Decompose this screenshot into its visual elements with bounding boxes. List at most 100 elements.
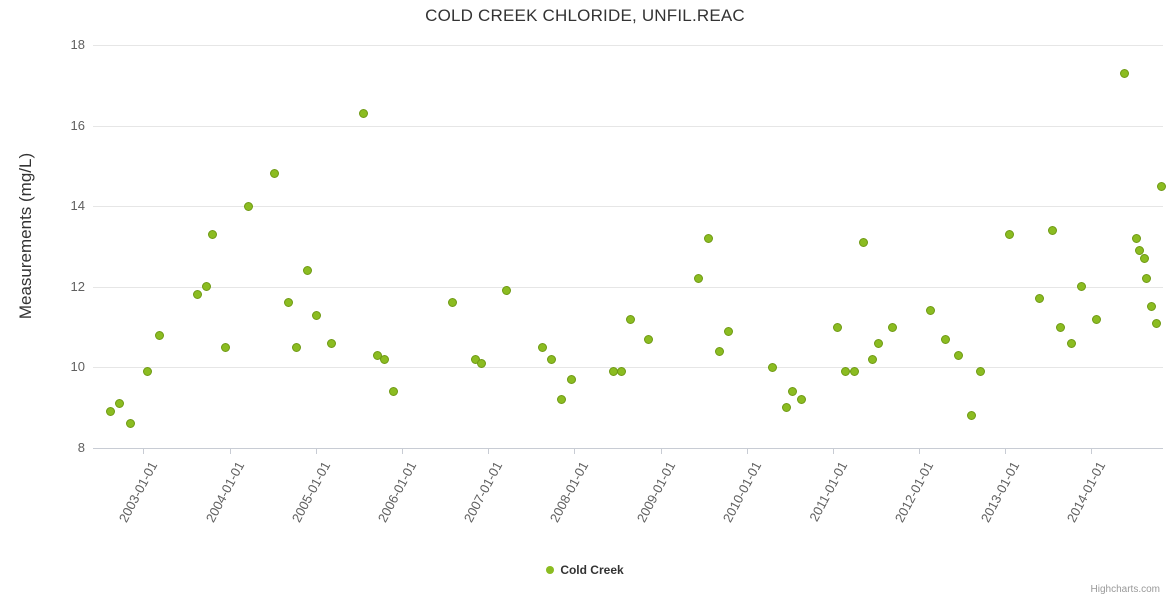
data-point[interactable] xyxy=(868,354,878,364)
data-point[interactable] xyxy=(1156,181,1166,191)
data-point[interactable] xyxy=(788,387,798,397)
x-tick-label: 2014-01-01 xyxy=(1064,459,1109,525)
data-point[interactable] xyxy=(976,366,986,376)
y-axis-title: Measurements (mg/L) xyxy=(16,152,35,320)
x-tick-label: 2010-01-01 xyxy=(719,459,764,525)
data-point[interactable] xyxy=(782,403,792,413)
data-point[interactable] xyxy=(538,342,548,352)
data-point[interactable] xyxy=(850,366,860,376)
x-tick-label: 2011-01-01 xyxy=(805,459,850,524)
data-point[interactable] xyxy=(1147,302,1157,312)
chart-title: COLD CREEK CHLORIDE, UNFIL.REAC xyxy=(425,6,745,25)
data-point[interactable] xyxy=(193,290,203,300)
y-axis-tick-labels: 18 16 14 12 10 8 xyxy=(35,37,85,455)
data-point[interactable] xyxy=(546,354,556,364)
data-point[interactable] xyxy=(874,338,884,348)
y-tick-label: 12 xyxy=(70,278,85,294)
data-point[interactable] xyxy=(327,338,337,348)
x-tick-mark xyxy=(488,448,490,454)
data-point[interactable] xyxy=(966,411,976,421)
data-point[interactable] xyxy=(887,322,897,332)
data-point[interactable] xyxy=(1005,229,1015,239)
x-axis-line xyxy=(93,448,1163,449)
legend-marker-icon xyxy=(546,566,555,574)
gridline xyxy=(93,286,1163,288)
x-tick-label: 2003-01-01 xyxy=(116,459,161,525)
data-point[interactable] xyxy=(941,334,951,344)
data-point[interactable] xyxy=(388,387,398,397)
data-point[interactable] xyxy=(312,310,322,320)
data-point[interactable] xyxy=(693,274,703,284)
x-tick-mark xyxy=(660,448,662,454)
gridline xyxy=(93,367,1163,369)
data-point[interactable] xyxy=(358,109,368,118)
data-point[interactable] xyxy=(832,322,842,332)
data-point[interactable] xyxy=(625,314,635,324)
y-tick-label: 14 xyxy=(70,198,85,214)
data-point[interactable] xyxy=(114,399,124,409)
data-point[interactable] xyxy=(1056,322,1066,332)
data-point[interactable] xyxy=(125,419,135,429)
data-point[interactable] xyxy=(143,366,153,376)
data-point[interactable] xyxy=(270,169,280,179)
data-point[interactable] xyxy=(380,354,390,364)
data-point[interactable] xyxy=(1140,254,1150,264)
x-tick-mark xyxy=(315,448,317,454)
x-tick-label: 2013-01-01 xyxy=(977,459,1023,525)
data-point[interactable] xyxy=(715,346,725,356)
data-point[interactable] xyxy=(953,350,963,360)
x-tick-label: 2007-01-01 xyxy=(460,459,506,525)
data-point[interactable] xyxy=(477,358,487,368)
y-tick-label: 10 xyxy=(70,359,85,375)
data-point[interactable] xyxy=(1142,274,1152,284)
data-point[interactable] xyxy=(1092,314,1102,324)
data-point[interactable] xyxy=(302,266,312,276)
data-point[interactable] xyxy=(557,395,567,405)
data-point[interactable] xyxy=(201,282,211,292)
data-point[interactable] xyxy=(926,306,936,316)
data-point[interactable] xyxy=(796,395,806,405)
x-tick-label: 2009-01-01 xyxy=(633,459,678,525)
data-point[interactable] xyxy=(207,229,217,239)
data-point[interactable] xyxy=(1034,294,1044,304)
data-point[interactable] xyxy=(566,374,576,384)
data-point[interactable] xyxy=(704,233,714,243)
data-point[interactable] xyxy=(723,326,733,336)
x-tick-mark xyxy=(832,448,834,454)
data-point[interactable] xyxy=(1047,225,1057,235)
y-tick-label: 16 xyxy=(70,117,85,133)
data-point[interactable] xyxy=(221,342,231,352)
data-point[interactable] xyxy=(243,201,253,211)
data-point[interactable] xyxy=(1131,233,1141,243)
data-point[interactable] xyxy=(1152,318,1162,328)
data-point[interactable] xyxy=(1067,338,1077,348)
gridline xyxy=(93,45,1163,46)
gridline xyxy=(93,125,1163,127)
data-point[interactable] xyxy=(283,298,293,308)
legend-item-cold-creek[interactable]: Cold Creek xyxy=(546,563,624,577)
data-point[interactable] xyxy=(106,407,116,417)
chart-legend: Cold Creek xyxy=(0,563,1170,577)
data-point[interactable] xyxy=(1076,282,1086,292)
gridline xyxy=(93,206,1163,208)
x-tick-mark xyxy=(143,448,145,454)
x-tick-label: 2012-01-01 xyxy=(891,459,937,525)
x-tick-mark xyxy=(402,448,404,454)
data-point[interactable] xyxy=(767,362,777,372)
x-tick-mark xyxy=(574,448,576,454)
data-point[interactable] xyxy=(617,366,627,376)
data-point[interactable] xyxy=(841,366,851,376)
legend-label: Cold Creek xyxy=(560,563,624,577)
data-point[interactable] xyxy=(502,286,512,296)
data-point[interactable] xyxy=(858,237,868,247)
data-point[interactable] xyxy=(1135,246,1145,256)
data-point[interactable] xyxy=(291,342,301,352)
y-tick-label: 18 xyxy=(70,37,85,52)
data-point[interactable] xyxy=(155,330,165,340)
data-point[interactable] xyxy=(448,298,458,308)
data-point[interactable] xyxy=(1119,68,1129,78)
credits-label: Highcharts.com xyxy=(1090,584,1160,595)
data-point[interactable] xyxy=(643,334,653,344)
x-tick-mark xyxy=(1005,448,1007,454)
